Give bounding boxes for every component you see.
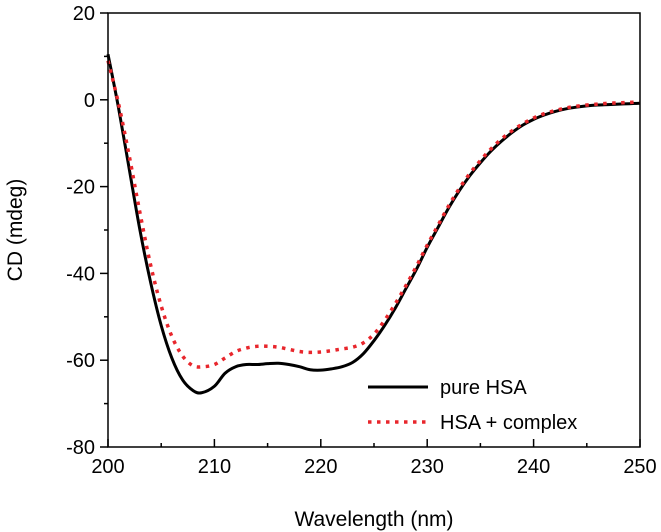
y-tick-label: 20	[73, 3, 95, 25]
x-tick-label: 250	[623, 456, 656, 478]
legend: pure HSA HSA + complex	[368, 377, 577, 434]
y-axis-title: CD (mdeg)	[4, 179, 27, 282]
x-tick-label: 200	[91, 456, 124, 478]
x-tick-label: 220	[304, 456, 337, 478]
y-tick-label: -60	[66, 350, 95, 372]
series-layer	[106, 53, 641, 395]
y-tick-label: -20	[66, 177, 95, 199]
series-line-pure-hsa	[106, 53, 641, 395]
ticks-layer: 200 210 220 230 240 250 -80 -60 -40 -20 0 20	[66, 3, 657, 478]
y-tick-label: -40	[66, 263, 95, 285]
legend-label-hsa-complex: HSA + complex	[440, 412, 577, 434]
x-tick-label: 240	[517, 456, 550, 478]
y-tick-label: 0	[84, 90, 95, 112]
y-tick-label: -80	[66, 437, 95, 459]
x-axis-title: Wavelength (nm)	[294, 508, 453, 531]
x-tick-label: 230	[411, 456, 444, 478]
series-line-hsa-complex	[106, 60, 641, 369]
legend-label-pure-hsa: pure HSA	[440, 377, 527, 399]
x-tick-label: 210	[198, 456, 231, 478]
plot-frame	[107, 12, 641, 448]
